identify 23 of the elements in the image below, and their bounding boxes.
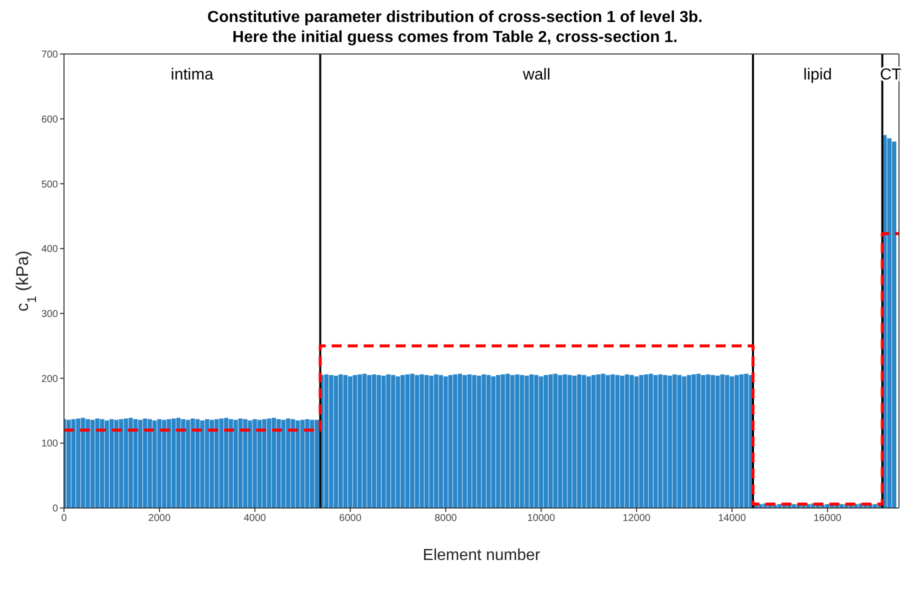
- x-tick-label: 12000: [622, 513, 651, 524]
- y-tick-label: 300: [41, 308, 58, 320]
- x-tick-label: 14000: [718, 513, 746, 524]
- x-tick-label: 16000: [814, 513, 842, 524]
- x-tick-label: 8000: [434, 513, 458, 524]
- annotation: intima: [170, 66, 214, 84]
- y-tick-label: 500: [41, 179, 58, 190]
- x-axis-title: Element number: [422, 547, 541, 564]
- y-tick-label: 100: [41, 438, 58, 450]
- x-tick-label: 10000: [527, 513, 556, 524]
- y-tick-label: 700: [41, 50, 58, 61]
- x-tick-label: 6000: [339, 513, 362, 524]
- annotation: lipid: [803, 66, 832, 84]
- y-tick-label: 200: [41, 374, 58, 385]
- y-tick-label: 400: [41, 244, 58, 256]
- chart-subtitle: Here the initial guess comes from Table 2, cross-section 1.: [231, 28, 679, 48]
- y-tick-label: 600: [41, 114, 58, 126]
- x-tick-label: 2000: [148, 513, 171, 524]
- y-tick-label: 0: [52, 504, 58, 515]
- annotation: wall: [522, 66, 550, 84]
- chart-title: Constitutive parameter distribution of cross-section 1 of level 3b.: [206, 8, 704, 28]
- x-tick-label: 0: [61, 513, 68, 524]
- x-tick-label: 4000: [244, 513, 266, 524]
